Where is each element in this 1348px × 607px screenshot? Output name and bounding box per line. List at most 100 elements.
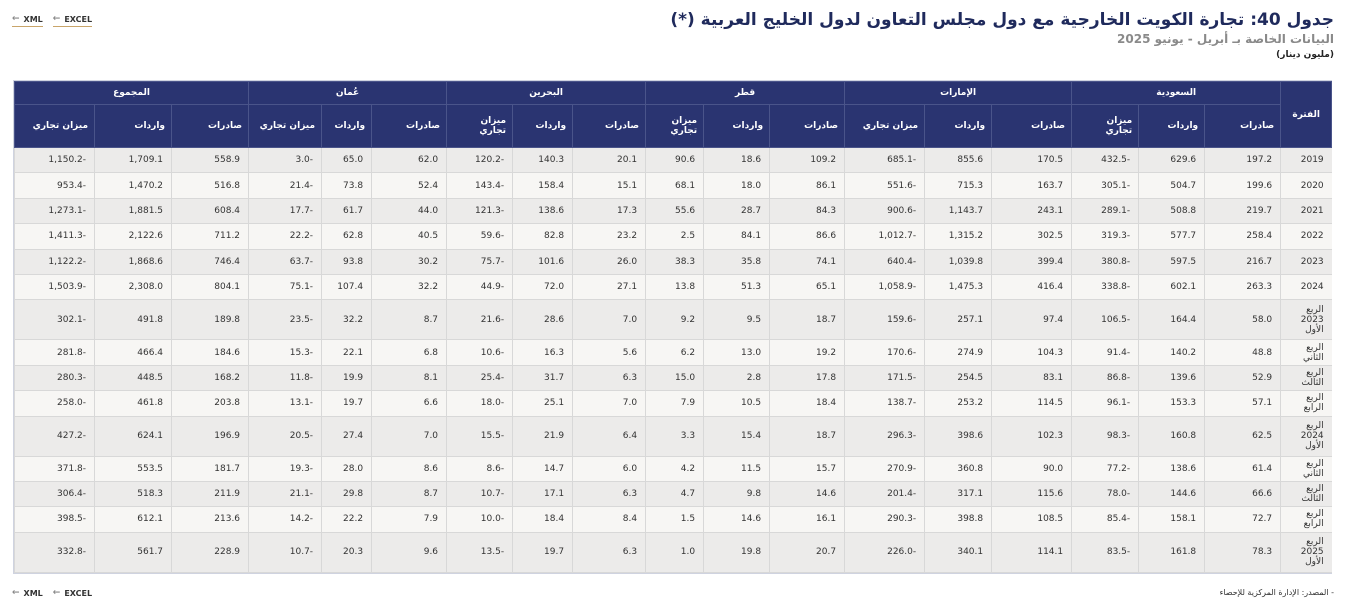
value-cell: 8.7 [371, 481, 447, 508]
value-cell: -63.7 [248, 249, 322, 275]
value-cell: 17.8 [769, 365, 845, 392]
value-cell: 504.7 [1138, 172, 1205, 199]
value-cell: 160.8 [1138, 416, 1205, 457]
subheader-imports: واردات [703, 104, 771, 148]
value-cell: 9.5 [703, 299, 770, 341]
value-cell: 62.0 [371, 147, 447, 174]
value-cell: 8.1 [371, 365, 447, 392]
value-cell: 86.6 [769, 223, 845, 250]
value-cell: 22.2 [321, 506, 372, 533]
value-cell: 612.1 [94, 506, 172, 533]
value-cell: -270.9 [844, 456, 925, 482]
value-cell: 27.1 [572, 274, 646, 301]
value-cell: 18.4 [512, 506, 573, 533]
table-row: 2021 219.7 508.8 -289.1 243.1 1,143.7 -900.6 84… [13, 198, 1332, 225]
value-cell: 52.4 [371, 172, 447, 199]
value-cell: 19.2 [769, 339, 845, 366]
value-cell: -171.5 [844, 365, 925, 392]
value-cell: 13.0 [703, 339, 770, 366]
value-cell: -338.8 [1071, 274, 1139, 301]
page-subtitle: البيانات الخاصة بـ أبريل - يونيو 2025 [1117, 32, 1334, 46]
value-cell: 1,039.8 [924, 249, 992, 275]
table-body: 2019 197.2 629.6 -432.5 170.5 855.6 -685.1 109.… [13, 147, 1332, 573]
value-cell: 181.7 [171, 456, 249, 482]
value-cell: -281.8 [13, 339, 95, 366]
value-cell: 115.6 [991, 481, 1072, 508]
value-cell: 6.8 [371, 339, 447, 366]
value-cell: 30.2 [371, 249, 447, 275]
value-cell: -19.3 [248, 456, 322, 482]
value-cell: 48.8 [1204, 339, 1281, 366]
value-cell: 101.6 [512, 249, 573, 275]
value-cell: -77.2 [1071, 456, 1139, 482]
value-cell: -10.7 [248, 532, 322, 573]
value-cell: 168.2 [171, 365, 249, 392]
value-cell: 6.2 [645, 339, 704, 366]
subheader-row: صادرات واردات ميزان تجاري صادرات واردات ميزان… [13, 104, 1332, 148]
value-cell: 804.1 [171, 274, 249, 301]
value-cell: -21.4 [248, 172, 322, 199]
footer-export-excel-link[interactable]: ← EXCEL [53, 588, 92, 600]
value-cell: 196.9 [171, 416, 249, 457]
value-cell: -18.0 [446, 390, 513, 417]
value-cell: 21.9 [512, 416, 573, 457]
value-cell: 13.8 [645, 274, 704, 301]
value-cell: 107.4 [321, 274, 372, 301]
value-cell: 29.8 [321, 481, 372, 508]
export-xml-link[interactable]: ← XML [12, 14, 43, 27]
value-cell: 15.4 [703, 416, 770, 457]
value-cell: -332.8 [13, 532, 95, 573]
period-cell: الربع الرابع [1280, 390, 1332, 417]
period-cell: الربع الثالث [1280, 481, 1332, 508]
subheader-exports: صادرات [1204, 104, 1282, 148]
value-cell: 28.6 [512, 299, 573, 341]
value-cell: 23.2 [572, 223, 646, 250]
value-cell: 1,475.3 [924, 274, 992, 301]
table-row: الربع الثالث 52.9 139.6 -86.8 83.1 254.5 -171.… [13, 365, 1332, 392]
value-cell: -380.8 [1071, 249, 1139, 275]
value-cell: 448.5 [94, 365, 172, 392]
source-note: - المصدر: الإدارة المركزية للإحصاء [1220, 588, 1334, 597]
value-cell: -258.0 [13, 390, 95, 417]
value-cell: 16.3 [512, 339, 573, 366]
value-cell: 1.0 [645, 532, 704, 573]
value-cell: 624.1 [94, 416, 172, 457]
value-cell: -305.1 [1071, 172, 1139, 199]
value-cell: 398.8 [924, 506, 992, 533]
value-cell: 140.3 [512, 147, 573, 174]
value-cell: 561.7 [94, 532, 172, 573]
arrow-left-icon: ← [52, 588, 61, 598]
value-cell: 66.6 [1204, 481, 1281, 508]
value-cell: 51.3 [703, 274, 770, 301]
table-row: 2024 263.3 602.1 -338.8 416.4 1,475.3 -1,058.9… [13, 274, 1332, 301]
value-cell: 399.4 [991, 249, 1072, 275]
value-cell: 20.1 [572, 147, 646, 174]
value-cell: -23.5 [248, 299, 322, 341]
value-cell: -289.1 [1071, 198, 1139, 225]
value-cell: 61.4 [1204, 456, 1281, 482]
subheader-exports: صادرات [572, 104, 647, 148]
export-excel-link[interactable]: ← EXCEL [52, 14, 93, 27]
value-cell: 7.9 [371, 506, 447, 533]
value-cell: 144.6 [1138, 481, 1205, 508]
value-cell: 189.8 [171, 299, 249, 341]
value-cell: 15.1 [572, 172, 646, 199]
value-cell: 164.4 [1138, 299, 1205, 341]
source-text: المصدر: الإدارة المركزية للإحصاء [1219, 588, 1329, 597]
value-cell: 19.9 [321, 365, 372, 392]
value-cell: 97.4 [991, 299, 1072, 341]
value-cell: 170.5 [991, 147, 1072, 174]
footer-export-xml-link[interactable]: ← XML [12, 588, 43, 600]
value-cell: -10.6 [446, 339, 513, 366]
value-cell: 6.3 [572, 532, 646, 573]
value-cell: -685.1 [844, 147, 925, 174]
table-row: الربع 2023 الأول 58.0 164.4 -106.5 97.4 257.1-… [13, 299, 1332, 341]
value-cell: 140.2 [1138, 339, 1205, 366]
value-cell: 93.8 [321, 249, 372, 275]
value-cell: 19.7 [321, 390, 372, 417]
title-block: جدول 40: تجارة الكويت الخارجية مع دول مج… [670, 10, 1334, 60]
value-cell: 577.7 [1138, 223, 1205, 250]
value-cell: -1,122.2 [13, 249, 95, 275]
value-cell: -98.3 [1071, 416, 1139, 457]
period-sublabel: الأول [1305, 557, 1324, 568]
